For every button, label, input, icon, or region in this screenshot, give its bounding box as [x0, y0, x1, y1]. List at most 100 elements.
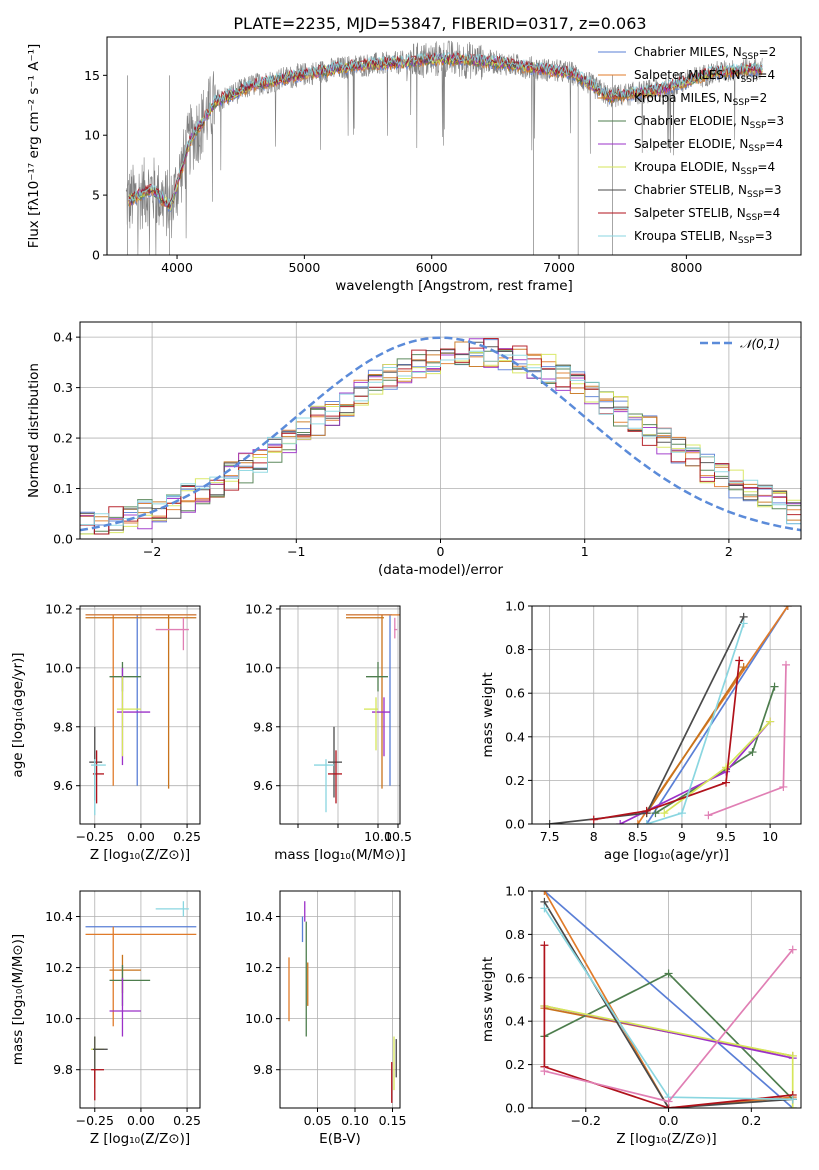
y-axis-label: Flux [fλ10⁻¹⁷ erg cm⁻² s⁻¹ A⁻¹] [26, 44, 42, 249]
axes-frame [79, 890, 201, 1109]
x-tick-label: 9.5 [716, 829, 736, 844]
y-tick-label: 15 [84, 68, 100, 83]
axes-frame [279, 605, 401, 825]
axes-frame [531, 890, 802, 1109]
plot-area [314, 614, 400, 813]
weight-marker [677, 809, 686, 818]
y-tick-label: 10.2 [45, 601, 73, 616]
errorbar-point [328, 726, 342, 798]
x-axis-label: Z [log₁₀(Z/Z⊙)] [90, 847, 190, 863]
errorbar-point [394, 617, 398, 639]
x-tick-label: 0.10 [341, 1113, 369, 1128]
y-tick-label: 10.2 [245, 601, 273, 616]
x-tick-label: 0.25 [173, 829, 201, 844]
x-axis-label: Z [log₁₀(Z/Z⊙)] [90, 1131, 190, 1147]
grid [280, 891, 400, 1108]
y-tick-label: 0.0 [505, 817, 525, 832]
weight-marker [722, 763, 731, 772]
legend: Chabrier MILES, NSSP=2 Salpeter MILES, NS… [598, 45, 784, 246]
weight-marker [660, 809, 669, 818]
errorbar-point [85, 614, 197, 786]
errorbar-point [109, 954, 141, 994]
legend-entry: Chabrier MILES, NSSP=2 [634, 45, 776, 62]
errorbar-point [346, 614, 392, 786]
errorbar-point [85, 926, 197, 1027]
plot-area [85, 901, 197, 1101]
x-tick-label: 0.0 [659, 1113, 679, 1128]
legend-entry: Salpeter ELODIE, NSSP=4 [634, 137, 783, 154]
weight-marker [782, 660, 791, 669]
age-vs-metallicity-panel: −0.25 0.00 0.25 9.6 9.8 10.0 10.2 Z [log₁₀(Z/Z⊙… [10, 601, 201, 863]
y-tick-label: 10.0 [45, 1011, 73, 1026]
y-tick-label: 10.4 [45, 909, 73, 924]
legend-entry: Chabrier STELIB, NSSP=3 [634, 183, 782, 200]
x-tick-label: −0.25 [76, 829, 114, 844]
axes-frame [279, 890, 401, 1109]
plot-area [540, 891, 797, 1108]
y-tick-label: 10 [84, 128, 100, 143]
errorbar-point [364, 697, 378, 751]
plot-area [125, 40, 763, 255]
weight-marker [748, 748, 757, 757]
legend-entry: Kroupa MILES, NSSP=2 [634, 91, 767, 108]
errorbar-point [372, 697, 390, 757]
x-axis-label: E(B-V) [319, 1131, 361, 1147]
y-axis-label: age [log₁₀(age/yr)] [10, 652, 26, 777]
legend-entry: Salpeter MILES, NSSP=4 [634, 68, 775, 85]
y-axis-label: mass [log₁₀(M/M⊙)] [10, 934, 26, 1065]
x-tick-label: 7000 [543, 260, 575, 275]
weight-series [593, 660, 741, 821]
plot-area [288, 901, 397, 1103]
x-tick-label: 10 [762, 829, 778, 844]
errorbar-point [366, 661, 388, 692]
y-tick-label: 0.4 [505, 729, 525, 744]
residual-histogram [80, 350, 801, 526]
weight-marker [739, 663, 748, 672]
x-axis-label: mass [log₁₀(M/M⊙)] [274, 847, 405, 863]
weight-series [543, 891, 794, 1108]
weight-marker [540, 941, 549, 950]
x-tick-label: 5000 [288, 260, 320, 275]
weight-marker [633, 820, 642, 824]
y-tick-label: 0.0 [53, 532, 73, 547]
y-tick-label: 0.2 [53, 431, 73, 446]
axes-frame [531, 605, 802, 825]
spectrum-panel: 4000 5000 6000 7000 8000 0 5 10 15 wavelength [An… [26, 36, 802, 294]
y-tick-label: 9.6 [253, 778, 273, 793]
x-tick-label: 9 [678, 829, 686, 844]
weight-marker [722, 778, 731, 787]
y-tick-label: 9.8 [53, 719, 73, 734]
weight-marker [788, 1104, 797, 1108]
weight-marker [735, 656, 744, 665]
y-tick-label: 0.2 [505, 773, 525, 788]
weight-marker [642, 820, 651, 824]
grid [80, 606, 200, 824]
x-axis-label: Z [log₁₀(Z/Z⊙)] [616, 1131, 716, 1147]
plot-area [545, 606, 792, 824]
x-tick-label: 6000 [416, 260, 448, 275]
x-tick-label: 0.2 [741, 1113, 761, 1128]
x-tick-label: 0.15 [379, 1113, 407, 1128]
weight-series [655, 686, 776, 814]
y-tick-label: 0.4 [53, 330, 73, 345]
errorbar-point [155, 617, 189, 651]
weight-marker [788, 945, 797, 954]
weight-marker [545, 820, 554, 824]
y-axis-label: mass weight [480, 957, 496, 1042]
x-tick-label: −2 [143, 544, 161, 559]
weight-marker [788, 1095, 797, 1104]
legend-entry: Kroupa ELODIE, NSSP=4 [634, 160, 775, 177]
y-axis-label: mass weight [480, 672, 496, 757]
y-tick-label: 10.2 [245, 960, 273, 975]
legend-entry: Salpeter STELIB, NSSP=4 [634, 206, 780, 223]
errorbar-point [109, 965, 151, 1006]
weight-series [543, 891, 793, 1108]
x-tick-label: −0.2 [571, 1113, 601, 1128]
y-tick-label: 10.0 [245, 660, 273, 675]
x-axis-label: wavelength [Angstrom, rest frame] [335, 278, 573, 294]
errorbar-point [314, 759, 334, 813]
errorbar-point [116, 676, 141, 757]
y-tick-label: 10.0 [245, 1011, 273, 1026]
weight-marker [651, 809, 660, 818]
